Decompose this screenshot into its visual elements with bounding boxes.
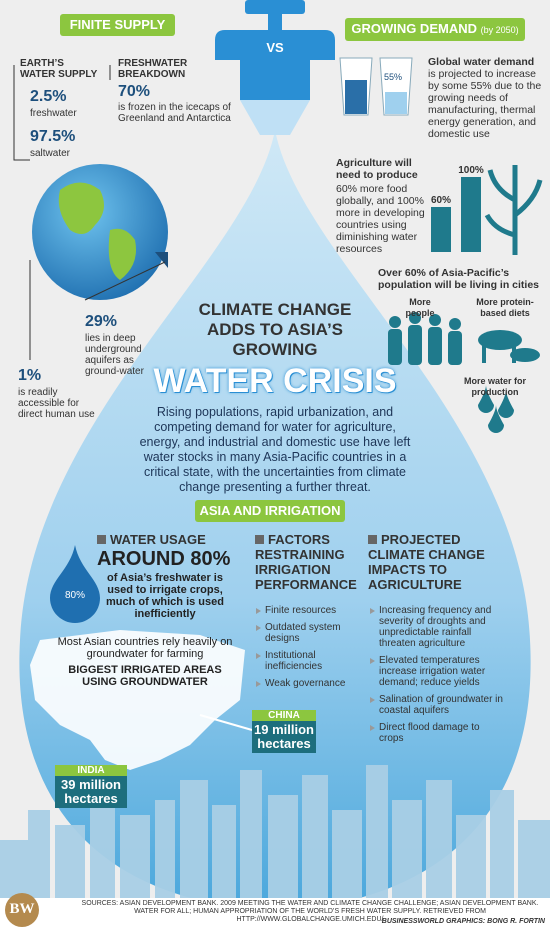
irrigation-heading: ASIA AND IRRIGATION — [195, 500, 345, 522]
bar — [461, 177, 481, 252]
fresh-value: 2.5% — [30, 88, 67, 105]
agri-text: 60% more food globally, and 100% more in… — [336, 183, 425, 255]
global-text: is projected to increase by some 55% due… — [428, 68, 542, 140]
agri-heading: Agriculture will need to produce — [336, 157, 418, 181]
agri-bars: 60% 100% — [431, 165, 484, 252]
india-box: INDIA 39 million hectares — [55, 765, 127, 808]
title-main: WATER CRISIS — [153, 362, 397, 400]
impacts-list: Increasing frequency and severity of dro… — [370, 605, 505, 750]
title-lead: CLIMATE CHANGE ADDS TO ASIA’S GROWING — [198, 300, 352, 359]
earth-heading: EARTH’S WATER SUPPLY — [20, 58, 98, 80]
bar-label: 100% — [458, 165, 484, 176]
map-note: Most Asian countries rely heavily on gro… — [57, 636, 233, 660]
faucet — [215, 30, 335, 100]
skyline — [0, 765, 550, 900]
usage-heading-box: WATER USAGE — [97, 532, 206, 547]
global-heading: Global water demand — [428, 56, 535, 68]
access-value: 1% — [18, 367, 42, 384]
china-box: CHINA 19 million hectares — [252, 710, 316, 753]
china-name: CHINA — [252, 710, 316, 721]
cities-text: Over 60% of Asia-Pacific’s population wi… — [378, 267, 540, 291]
credit: BUSINESSWORLD GRAPHICS: BONG R. FORTIN — [381, 918, 545, 925]
logo-badge — [5, 893, 39, 927]
salt-value: 97.5% — [30, 128, 76, 145]
china-value: 19 million hectares — [254, 722, 314, 751]
salt-label: saltwater — [30, 148, 71, 159]
glass-label: 55% — [384, 72, 403, 82]
diet-label: More protein-based diets — [476, 297, 534, 318]
fresh-label: freshwater — [30, 108, 77, 119]
usage-heading: WATER USAGE — [110, 532, 206, 547]
demand-note: (by 2050) — [480, 25, 519, 35]
impact-item: Salination of groundwater in coastal aqu… — [370, 694, 505, 716]
usage-value: AROUND 80% — [97, 548, 231, 570]
demand-heading-box: GROWING DEMAND (by 2050) — [345, 18, 525, 41]
factors-heading-box: FACTORS RESTRAINING IRRIGATION PERFORMAN… — [255, 532, 357, 592]
factor-item: Institutional inefficiencies — [256, 650, 351, 672]
map-heading: BIGGEST IRRIGATED AREAS USING GROUNDWATE… — [68, 664, 222, 688]
ground-text: lies in deep underground aquifers as gro… — [85, 333, 144, 377]
frozen-value: 70% — [118, 83, 151, 100]
bar — [431, 207, 451, 252]
impacts-heading-box: PROJECTED CLIMATE CHANGE IMPACTS TO AGRI… — [368, 532, 488, 592]
frozen-text: is frozen in the icecaps of Greenland an… — [118, 102, 231, 124]
demand-heading: GROWING DEMAND — [351, 21, 477, 36]
impact-item: Increasing frequency and severity of dro… — [370, 605, 505, 649]
global-block: Global water demand is projected to incr… — [428, 56, 543, 140]
factor-item: Finite resources — [256, 605, 351, 616]
factors-heading: FACTORS RESTRAINING IRRIGATION PERFORMAN… — [255, 532, 357, 592]
india-name: INDIA — [55, 765, 127, 776]
logo: BW — [9, 901, 35, 917]
vs-label: VS — [266, 40, 284, 55]
breakdown-heading: FRESHWATER BREAKDOWN — [118, 58, 188, 80]
impact-item: Direct flood damage to crops — [370, 722, 505, 744]
factors-list: Finite resources Outdated system designs… — [256, 605, 351, 695]
finite-heading: FINITE SUPPLY — [60, 14, 175, 36]
sources: SOURCES: ASIAN DEVELOPMENT BANK. 2009 ME… — [81, 900, 539, 923]
asia-map — [30, 630, 245, 770]
ground-value: 29% — [85, 313, 118, 330]
impacts-heading: PROJECTED CLIMATE CHANGE IMPACTS TO AGRI… — [368, 532, 485, 592]
intro: Rising populations, rapid urbanization, … — [139, 405, 411, 494]
usage-drop-label: 80% — [64, 590, 85, 601]
production-label: More water for production — [463, 376, 526, 397]
usage-drop — [50, 545, 100, 623]
access-text: is readily accessible for direct human u… — [18, 387, 95, 420]
people-label: More people — [405, 297, 435, 318]
earth — [32, 164, 168, 300]
india-value: 39 million hectares — [61, 777, 121, 806]
usage-text: of Asia’s freshwater is used to irrigate… — [106, 572, 224, 620]
bar-label: 60% — [431, 195, 451, 206]
impact-item: Elevated temperatures increase irrigatio… — [370, 655, 505, 688]
factor-item: Outdated system designs — [256, 622, 351, 644]
factor-item: Weak governance — [256, 678, 351, 689]
